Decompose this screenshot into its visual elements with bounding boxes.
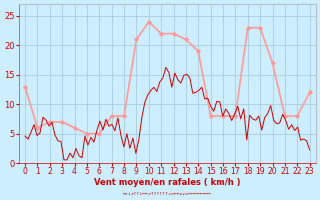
Text: ←↙↓↗↑↑↓←←↗↑↑↑↑↑↑↗↗←←↙↙↙←←←←←←←←: ←↙↓↗↑↑↓←←↗↑↑↑↑↑↑↗↗←←↙↙↙←←←←←←←← [123, 192, 212, 197]
X-axis label: Vent moyen/en rafales ( km/h ): Vent moyen/en rafales ( km/h ) [94, 178, 241, 187]
